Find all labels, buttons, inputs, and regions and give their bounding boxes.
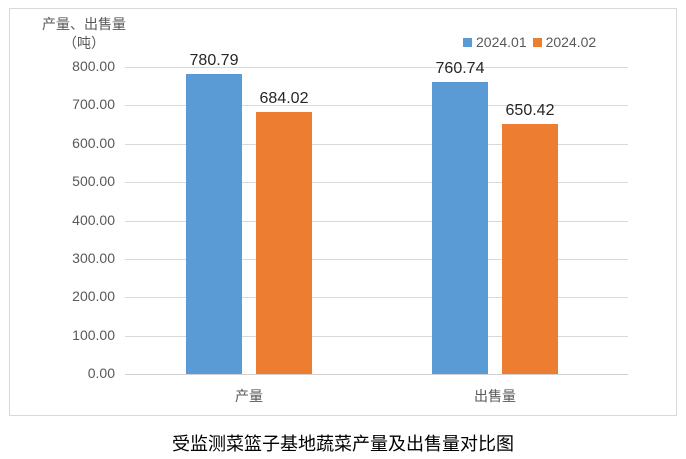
bar-2024-02-1 (502, 124, 558, 374)
y-tick-label: 200.00 (72, 288, 115, 305)
legend: 2024.01 2024.02 (463, 34, 602, 50)
y-tick-label: 400.00 (72, 211, 115, 228)
y-tick-label: 600.00 (72, 134, 115, 151)
legend-label: 2024.02 (545, 34, 597, 50)
y-tick-label: 300.00 (72, 249, 115, 266)
legend-label: 2024.01 (476, 34, 527, 50)
gridline (125, 220, 628, 222)
data-label: 684.02 (259, 89, 309, 107)
data-label: 760.74 (435, 60, 485, 78)
chart-caption: 受监测菜篮子基地蔬菜产量及出售量对比图 (172, 434, 514, 455)
y-tick-label: 700.00 (72, 96, 115, 113)
bar-2024-02-0 (256, 111, 312, 374)
data-label: 650.42 (505, 102, 555, 120)
y-tick-label: 500.00 (72, 173, 115, 190)
y-axis-title-line2: （吨） (63, 36, 105, 52)
bar-2024-01-0 (186, 74, 242, 374)
bar-2024-01-1 (432, 82, 488, 374)
y-tick-label: 100.00 (72, 326, 115, 343)
legend-item-2024-01: 2024.01 (463, 34, 527, 50)
y-axis-title: 产量、出售量 （吨） (42, 16, 126, 54)
data-label: 780.79 (189, 52, 239, 70)
legend-item-2024-02: 2024.02 (532, 34, 597, 50)
gridline (125, 143, 628, 145)
gridline (125, 105, 628, 107)
legend-swatch-blue (463, 37, 472, 47)
gridline (125, 258, 628, 260)
y-tick-label: 800.00 (72, 58, 115, 74)
gridline (125, 182, 628, 184)
gridline (125, 374, 628, 375)
y-tick-label: 0.00 (87, 365, 115, 381)
x-category-label: 产量 (235, 389, 263, 405)
y-axis-title-line1: 产量、出售量 (42, 17, 126, 33)
legend-swatch-orange (532, 37, 542, 47)
x-category-label: 出售量 (474, 389, 516, 405)
gridline (125, 335, 628, 337)
chart-frame (9, 8, 677, 416)
gridline (125, 297, 628, 299)
gridline (125, 67, 628, 68)
